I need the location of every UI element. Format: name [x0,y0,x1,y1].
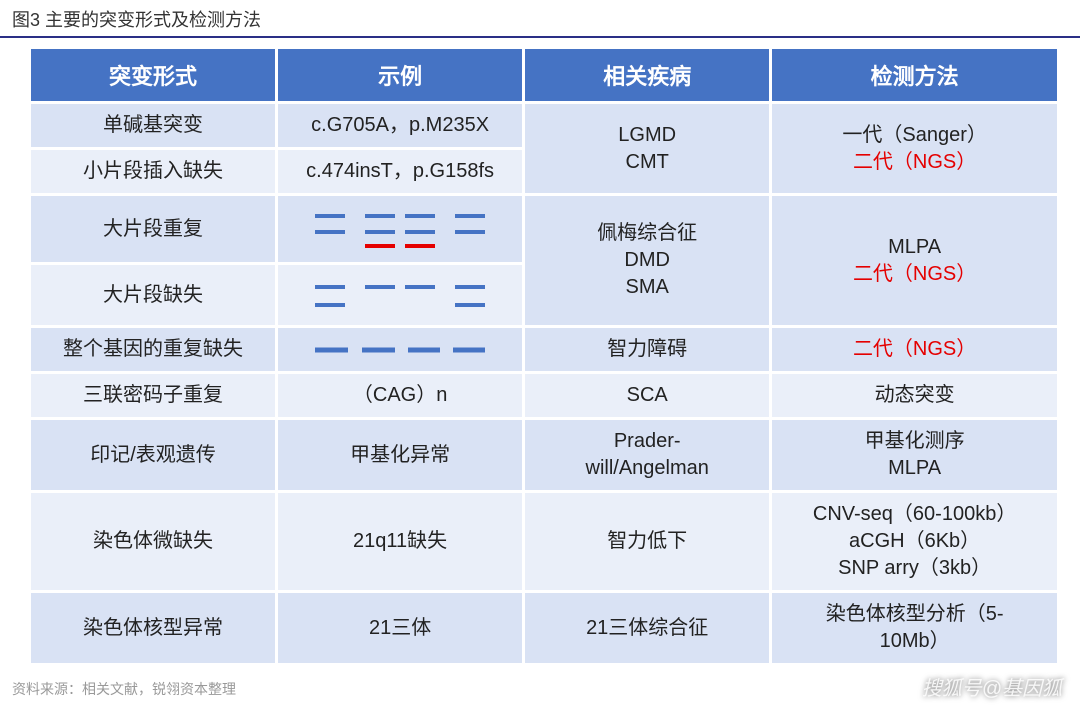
cell-mutation: 大片段缺失 [31,265,275,325]
cell-method: 一代（Sanger） 二代（NGS） [772,104,1057,193]
deletion-schematic-icon [300,275,500,315]
source-footer: 资料来源：相关文献，锐翎资本整理 [12,679,236,699]
method-val: 甲基化测序 [778,428,1051,455]
cell-disease: Prader- will/Angelman [525,420,769,490]
table-header-row: 突变形式 示例 相关疾病 检测方法 [31,49,1057,101]
table-row: 印记/表观遗传 甲基化异常 Prader- will/Angelman 甲基化测… [31,420,1057,490]
cell-example: c.G705A，p.M235X [278,104,522,147]
table-row: 大片段重复 佩梅综合征 DMD SMA MLPA [31,196,1057,262]
cell-example-schematic [278,265,522,325]
col-header-disease: 相关疾病 [525,49,769,101]
cell-method: CNV-seq（60-100kb） aCGH（6Kb） SNP arry（3kb… [772,493,1057,590]
method-val: aCGH（6Kb） [778,528,1051,555]
col-header-example: 示例 [278,49,522,101]
disease-val: Prader- [531,428,763,455]
whole-gene-schematic-icon [300,340,500,360]
cell-example-schematic [278,328,522,371]
method-val: CNV-seq（60-100kb） [778,501,1051,528]
cell-example-schematic [278,196,522,262]
cell-mutation: 大片段重复 [31,196,275,262]
duplication-schematic-icon [300,206,500,252]
cell-example: 21三体 [278,593,522,663]
cell-mutation: 单碱基突变 [31,104,275,147]
cell-mutation: 整个基因的重复缺失 [31,328,275,371]
cell-method: 甲基化测序 MLPA [772,420,1057,490]
method-val: MLPA [778,455,1051,482]
method-val-highlight: 二代（NGS） [778,336,1051,363]
cell-mutation: 染色体微缺失 [31,493,275,590]
col-header-mutation: 突变形式 [31,49,275,101]
disease-val: will/Angelman [531,455,763,482]
cell-disease: 佩梅综合征 DMD SMA [525,196,769,325]
method-val-highlight: 二代（NGS） [778,149,1051,176]
method-val: 一代（Sanger） [778,122,1051,149]
table-row: 三联密码子重复 （CAG）n SCA 动态突变 [31,374,1057,417]
method-val-highlight: 二代（NGS） [778,261,1051,288]
cell-disease: SCA [525,374,769,417]
cell-method: MLPA 二代（NGS） [772,196,1057,325]
disease-val: DMD [531,247,763,274]
table-row: 染色体核型异常 21三体 21三体综合征 染色体核型分析（5- 10Mb） [31,593,1057,663]
disease-val: CMT [531,149,763,176]
method-val: SNP arry（3kb） [778,555,1051,582]
cell-mutation: 三联密码子重复 [31,374,275,417]
disease-val: 佩梅综合征 [531,220,763,247]
cell-example: c.474insT，p.G158fs [278,150,522,193]
table-row: 整个基因的重复缺失 智力障碍 二代（NGS） [31,328,1057,371]
table-row: 染色体微缺失 21q11缺失 智力低下 CNV-seq（60-100kb） aC… [31,493,1057,590]
method-val: MLPA [778,234,1051,261]
cell-mutation: 印记/表观遗传 [31,420,275,490]
cell-example: 21q11缺失 [278,493,522,590]
cell-disease: 智力低下 [525,493,769,590]
disease-val: SMA [531,274,763,301]
cell-mutation: 小片段插入缺失 [31,150,275,193]
figure-title: 图3 主要的突变形式及检测方法 [0,0,1080,38]
method-val: 染色体核型分析（5- [778,601,1051,628]
cell-method: 染色体核型分析（5- 10Mb） [772,593,1057,663]
table-row: 单碱基突变 c.G705A，p.M235X LGMD CMT 一代（Sanger… [31,104,1057,147]
col-header-method: 检测方法 [772,49,1057,101]
cell-example: （CAG）n [278,374,522,417]
cell-example: 甲基化异常 [278,420,522,490]
method-val: 10Mb） [778,628,1051,655]
cell-disease: 智力障碍 [525,328,769,371]
cell-disease: 21三体综合征 [525,593,769,663]
mutation-table: 突变形式 示例 相关疾病 检测方法 单碱基突变 c.G705A，p.M235X … [28,46,1060,666]
cell-mutation: 染色体核型异常 [31,593,275,663]
cell-method: 二代（NGS） [772,328,1057,371]
cell-method: 动态突变 [772,374,1057,417]
disease-val: LGMD [531,122,763,149]
cell-disease: LGMD CMT [525,104,769,193]
watermark-text: 搜狐号@基因狐 [922,672,1062,701]
